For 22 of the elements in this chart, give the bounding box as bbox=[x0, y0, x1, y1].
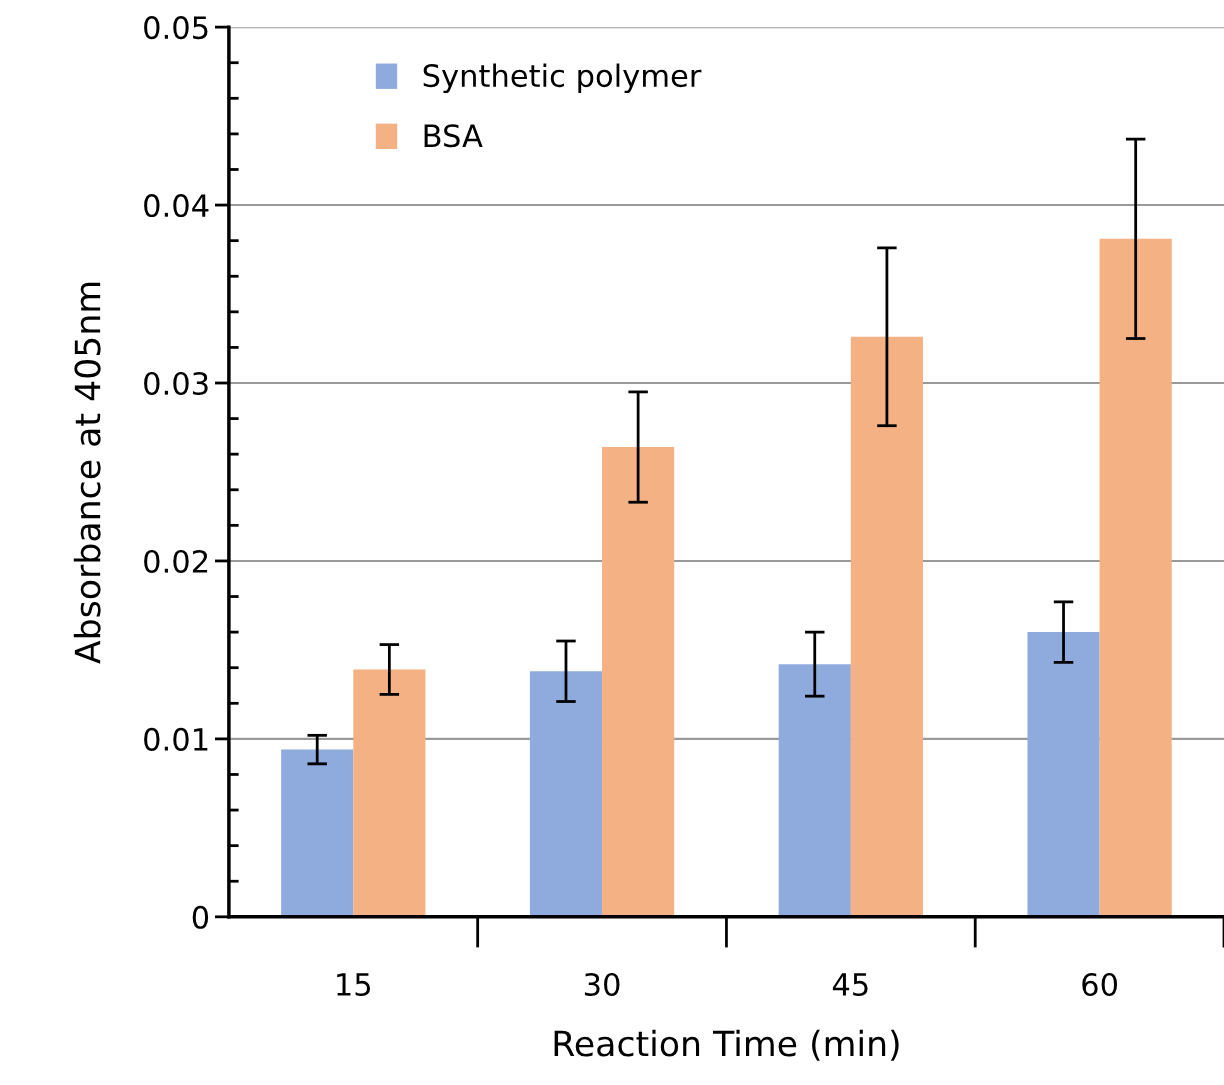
y-tick-label: 0.04 bbox=[144, 194, 209, 218]
y-tick-label: 0.05 bbox=[144, 16, 208, 40]
bar bbox=[778, 664, 851, 917]
x-tick-label: 60 bbox=[1082, 972, 1118, 997]
y-tick-label: 0.02 bbox=[144, 549, 208, 573]
bar bbox=[850, 336, 923, 917]
legend-label: Synthetic polymer bbox=[423, 63, 702, 94]
bar bbox=[602, 447, 675, 917]
x-axis-title: Reaction Time (min) bbox=[554, 1029, 899, 1061]
bar bbox=[281, 749, 354, 917]
x-tick-label: 30 bbox=[584, 972, 620, 997]
bar bbox=[529, 671, 603, 917]
y-tick-label: 0.01 bbox=[144, 727, 208, 751]
bar bbox=[1099, 238, 1172, 917]
y-tick-label: 0 bbox=[192, 905, 209, 929]
bar bbox=[353, 669, 426, 917]
bar bbox=[1027, 632, 1100, 917]
x-tick-label: 45 bbox=[832, 973, 868, 997]
y-axis-title: Absorbance at 405nm bbox=[73, 282, 101, 664]
x-tick-label: 15 bbox=[337, 973, 371, 997]
legend-label: BSA bbox=[424, 124, 483, 148]
y-tick-label: 0.03 bbox=[144, 371, 208, 396]
